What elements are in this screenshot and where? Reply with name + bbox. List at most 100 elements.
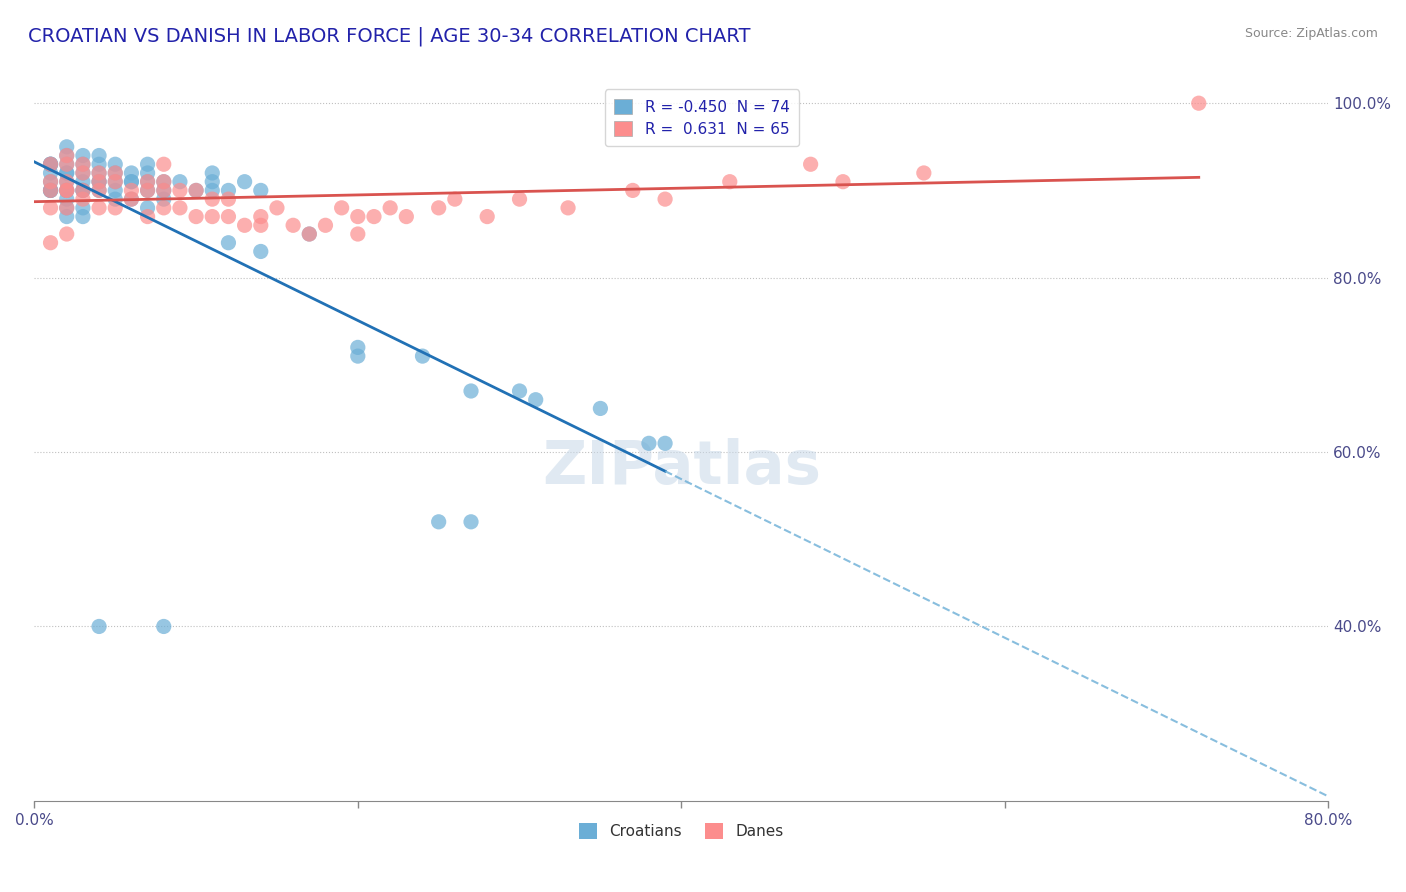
Text: ZIPatlas: ZIPatlas: [541, 438, 821, 497]
Point: [39, 183, 62, 197]
Point: [120, 175, 142, 189]
Point: [72, 166, 94, 180]
Legend: Croatians, Danes: Croatians, Danes: [572, 817, 790, 845]
Point: [201, 192, 224, 206]
Point: [524, 392, 547, 407]
Point: [87, 183, 110, 197]
Point: [460, 515, 482, 529]
Point: [120, 192, 142, 206]
Point: [55, 201, 77, 215]
Point: [87, 175, 110, 189]
Point: [104, 175, 127, 189]
Point: [55, 140, 77, 154]
Point: [169, 183, 191, 197]
Point: [217, 210, 239, 224]
Point: [136, 183, 159, 197]
Point: [621, 183, 644, 197]
Point: [39, 175, 62, 189]
Point: [832, 175, 855, 189]
Point: [39, 157, 62, 171]
Point: [72, 192, 94, 206]
Point: [800, 157, 823, 171]
Point: [233, 175, 256, 189]
Point: [136, 183, 159, 197]
Point: [152, 183, 174, 197]
Point: [152, 619, 174, 633]
Point: [72, 210, 94, 224]
Point: [87, 148, 110, 162]
Point: [39, 157, 62, 171]
Point: [298, 227, 321, 241]
Point: [72, 183, 94, 197]
Point: [55, 210, 77, 224]
Point: [39, 183, 62, 197]
Point: [654, 436, 676, 450]
Point: [72, 157, 94, 171]
Point: [136, 175, 159, 189]
Point: [152, 183, 174, 197]
Point: [509, 384, 531, 398]
Point: [395, 210, 418, 224]
Point: [233, 219, 256, 233]
Point: [152, 175, 174, 189]
Point: [184, 183, 207, 197]
Point: [346, 210, 368, 224]
Point: [104, 183, 127, 197]
Point: [298, 227, 321, 241]
Point: [314, 219, 336, 233]
Point: [87, 201, 110, 215]
Point: [120, 183, 142, 197]
Point: [120, 175, 142, 189]
Point: [72, 175, 94, 189]
Point: [72, 166, 94, 180]
Point: [346, 340, 368, 354]
Point: [39, 157, 62, 171]
Point: [169, 175, 191, 189]
Point: [509, 192, 531, 206]
Point: [72, 183, 94, 197]
Point: [72, 183, 94, 197]
Point: [444, 192, 467, 206]
Point: [557, 201, 579, 215]
Point: [217, 183, 239, 197]
Point: [427, 201, 450, 215]
Point: [87, 166, 110, 180]
Point: [87, 175, 110, 189]
Point: [152, 157, 174, 171]
Point: [201, 175, 224, 189]
Point: [104, 175, 127, 189]
Point: [217, 235, 239, 250]
Point: [72, 157, 94, 171]
Point: [477, 210, 499, 224]
Point: [136, 157, 159, 171]
Point: [169, 201, 191, 215]
Point: [55, 148, 77, 162]
Point: [39, 166, 62, 180]
Point: [55, 183, 77, 197]
Point: [912, 166, 935, 180]
Point: [184, 183, 207, 197]
Point: [87, 166, 110, 180]
Point: [249, 210, 271, 224]
Point: [346, 349, 368, 363]
Point: [55, 183, 77, 197]
Point: [201, 183, 224, 197]
Point: [281, 219, 304, 233]
Point: [638, 436, 661, 450]
Point: [589, 401, 612, 416]
Point: [39, 183, 62, 197]
Point: [654, 192, 676, 206]
Point: [184, 210, 207, 224]
Point: [55, 166, 77, 180]
Point: [39, 201, 62, 215]
Point: [201, 166, 224, 180]
Point: [39, 183, 62, 197]
Point: [1188, 96, 1211, 111]
Point: [330, 201, 353, 215]
Point: [412, 349, 434, 363]
Point: [39, 175, 62, 189]
Point: [136, 201, 159, 215]
Point: [39, 235, 62, 250]
Point: [55, 183, 77, 197]
Point: [427, 515, 450, 529]
